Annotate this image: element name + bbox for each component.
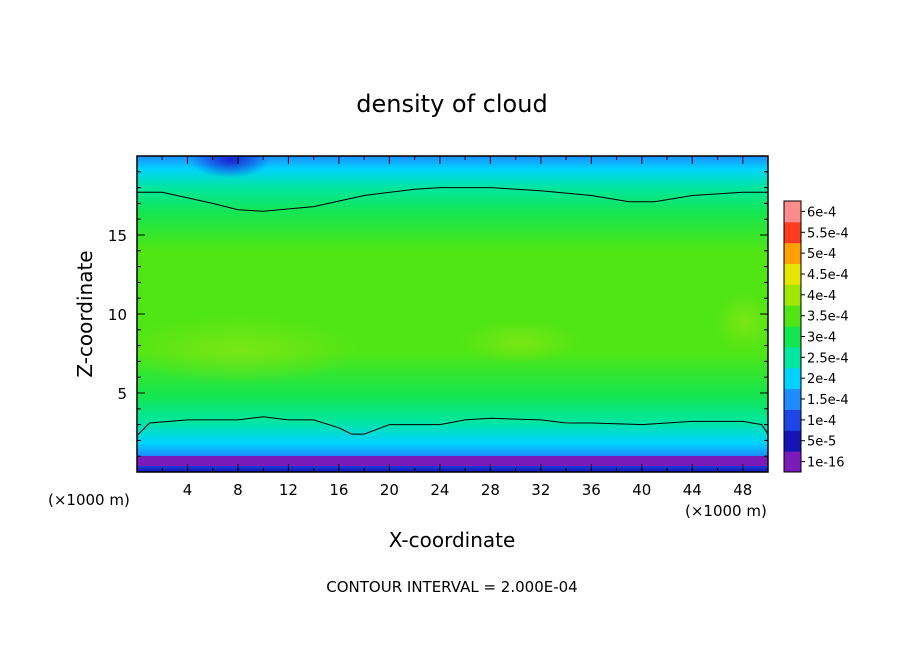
x-tick-label: 44	[683, 481, 702, 499]
colorbar-label: 2e-4	[807, 372, 836, 387]
colorbar-label: 5e-4	[807, 247, 836, 262]
colorbar-label: 1e-4	[807, 414, 836, 429]
colorbar-swatch	[784, 367, 801, 390]
contour-lines	[137, 187, 768, 437]
colorbar-swatch	[784, 409, 801, 431]
colorbar-swatch	[784, 326, 801, 348]
y-tick-label: 15	[108, 227, 127, 245]
x-axis-label: X-coordinate	[389, 528, 516, 552]
colorbar-label: 3.5e-4	[807, 310, 849, 325]
x-tick-label: 28	[481, 481, 500, 499]
colorbar-swatch	[784, 451, 801, 473]
x-axis: 4 8 12 16 20 24 28 32 36 40 44 48	[161, 156, 752, 499]
y-tick-label: 5	[117, 385, 127, 403]
colorbar-swatch	[784, 242, 801, 265]
colorbar-swatch	[784, 201, 801, 223]
high-density-region	[137, 315, 360, 385]
colorbar-label: 5.5e-4	[807, 226, 849, 241]
colorbar-label: 3e-4	[807, 331, 836, 346]
ground-layer	[137, 456, 768, 466]
x-unit-label-right: (×1000 m)	[685, 502, 767, 520]
colorbar-label: 1e-16	[807, 456, 845, 471]
colorbar-swatch	[784, 284, 801, 306]
contour-line	[137, 187, 768, 212]
contour-field	[137, 156, 768, 472]
x-tick-label: 16	[329, 481, 348, 499]
colorbar-label: 1.5e-4	[807, 393, 849, 408]
x-tick-label: 8	[233, 481, 243, 499]
colorbar-label: 4e-4	[807, 289, 836, 304]
colorbar-label: 2.5e-4	[807, 351, 849, 366]
y-axis-label: Z-coordinate	[73, 250, 97, 377]
colorbar-swatch	[784, 221, 801, 244]
colorbar-swatch	[784, 263, 801, 285]
colorbar-swatch	[784, 430, 801, 452]
y-axis: 5 10 15	[108, 171, 768, 457]
x-tick-label: 32	[531, 481, 550, 499]
y-tick-label: 10	[108, 306, 127, 324]
colorbar-swatch	[784, 305, 801, 327]
x-tick-label: 12	[279, 481, 298, 499]
colorbar-swatch	[784, 388, 801, 410]
colorbar-label: 4.5e-4	[807, 268, 849, 283]
contour-interval-note: CONTOUR INTERVAL = 2.000E-04	[326, 578, 577, 596]
high-density-region	[715, 292, 768, 352]
x-tick-label: 48	[733, 481, 752, 499]
x-tick-label: 20	[380, 481, 399, 499]
colorbar-label: 6e-4	[807, 205, 836, 220]
high-density-region	[460, 320, 580, 364]
contour-line	[137, 416, 768, 437]
chart-title: density of cloud	[356, 90, 547, 118]
colorbar: 1e-16 5e-5 1e-4 1.5e-4 2e-4 2.5e-4 3e-4 3.5e-4 4…	[783, 200, 849, 473]
colorbar-label: 5e-5	[807, 435, 836, 450]
x-unit-label: (×1000 m)	[48, 491, 130, 509]
x-tick-label: 24	[430, 481, 449, 499]
plot-area	[137, 156, 768, 472]
colorbar-swatch	[784, 346, 801, 369]
x-tick-label: 40	[632, 481, 651, 499]
x-tick-label: 36	[582, 481, 601, 499]
dense-top-region	[190, 156, 270, 178]
x-tick-label: 4	[183, 481, 193, 499]
